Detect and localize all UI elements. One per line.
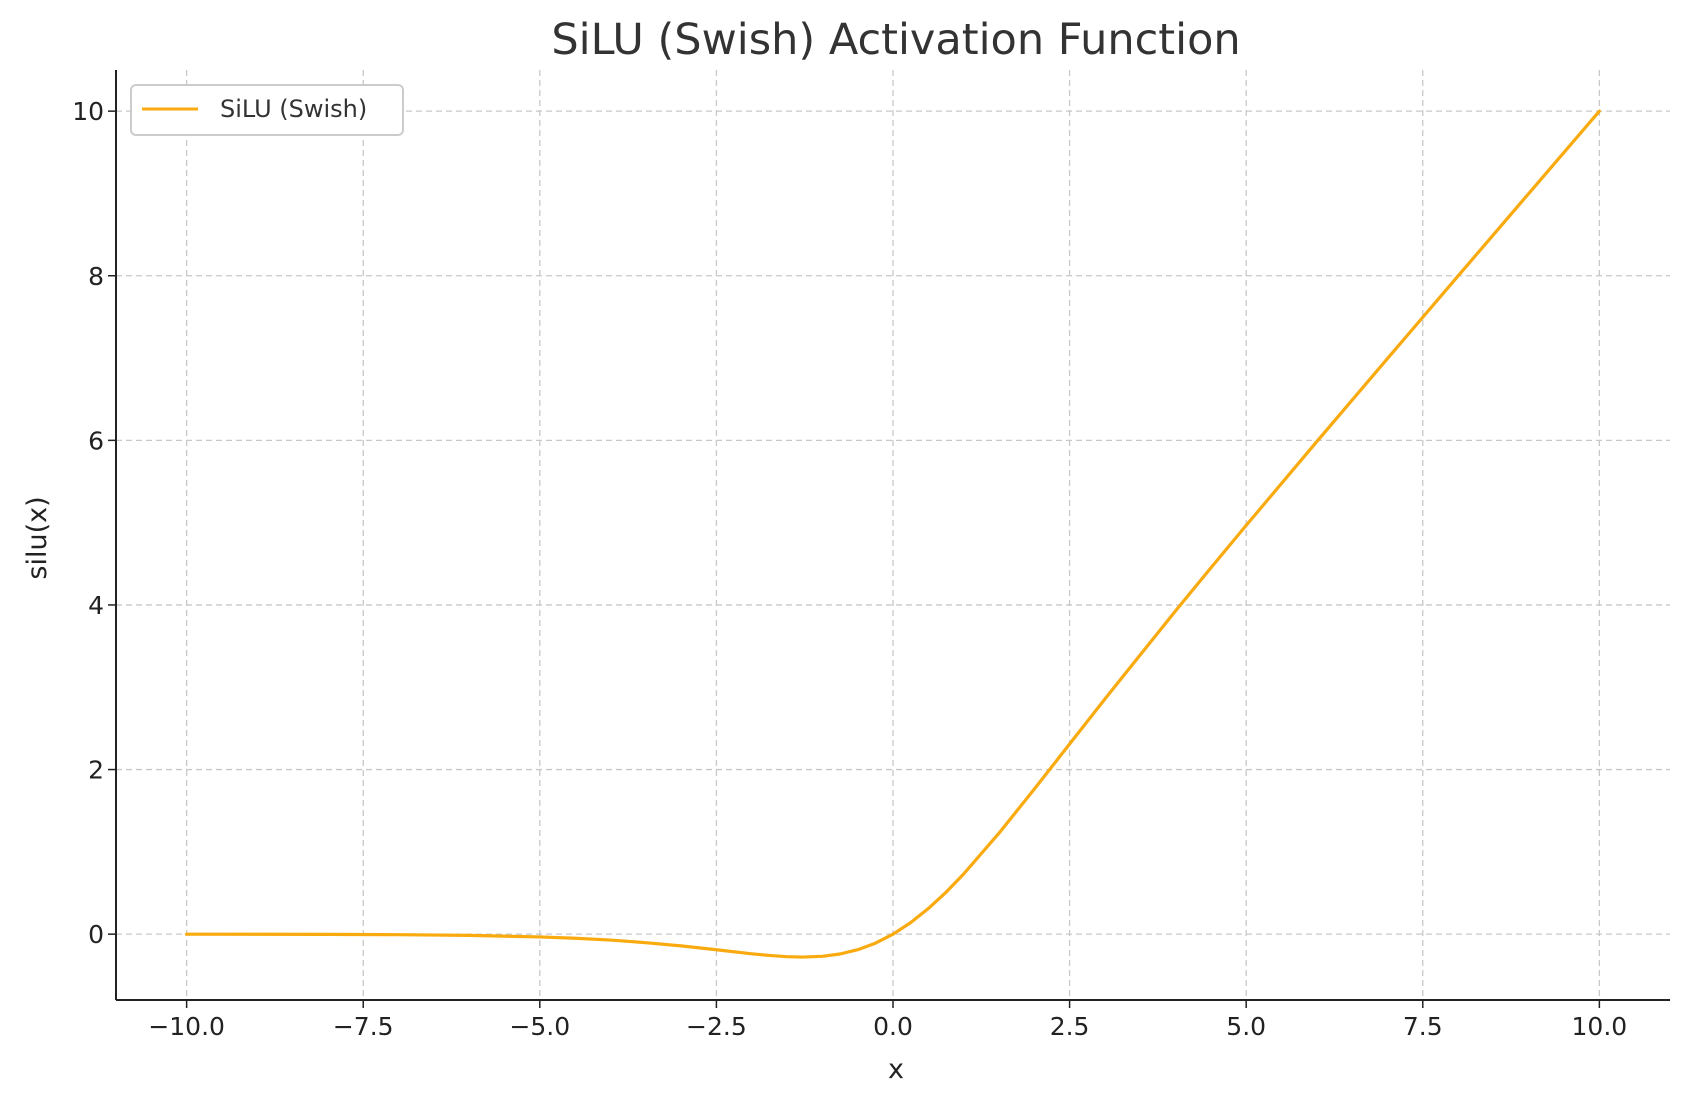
x-axis-label: x	[888, 1054, 904, 1085]
y-tick-label: 8	[88, 262, 104, 291]
series-layer	[185, 109, 1601, 959]
y-tick-label: 10	[72, 97, 104, 126]
x-tick-label: 10.0	[1572, 1012, 1628, 1041]
x-tick-label: −7.5	[333, 1012, 394, 1041]
series-line-silu	[185, 109, 1601, 959]
chart-title: SiLU (Swish) Activation Function	[551, 15, 1240, 65]
grid-layer	[116, 70, 1670, 1000]
y-tick-label: 0	[88, 920, 104, 949]
x-tick-label: −10.0	[148, 1012, 225, 1041]
legend: SiLU (Swish)	[130, 84, 404, 136]
tick-layer: −10.0 −7.5 −5.0 −2.5 0.0 2.5 5.0 7.5 10.0 0 2 4 6 8 10	[72, 97, 1627, 1041]
x-tick-label: 7.5	[1403, 1012, 1443, 1041]
y-tick-label: 6	[88, 426, 104, 455]
x-tick-label: −5.0	[509, 1012, 570, 1041]
y-tick-label: 4	[88, 591, 104, 620]
legend-box	[130, 84, 404, 136]
legend-entry-silu: SiLU (Swish)	[220, 95, 367, 123]
x-tick-label: 0.0	[873, 1012, 913, 1041]
x-tick-label: 2.5	[1050, 1012, 1090, 1041]
y-tick-label: 2	[88, 756, 104, 785]
x-tick-label: −2.5	[686, 1012, 747, 1041]
x-tick-label: 5.0	[1226, 1012, 1266, 1041]
y-axis-label: silu(x)	[22, 496, 53, 579]
